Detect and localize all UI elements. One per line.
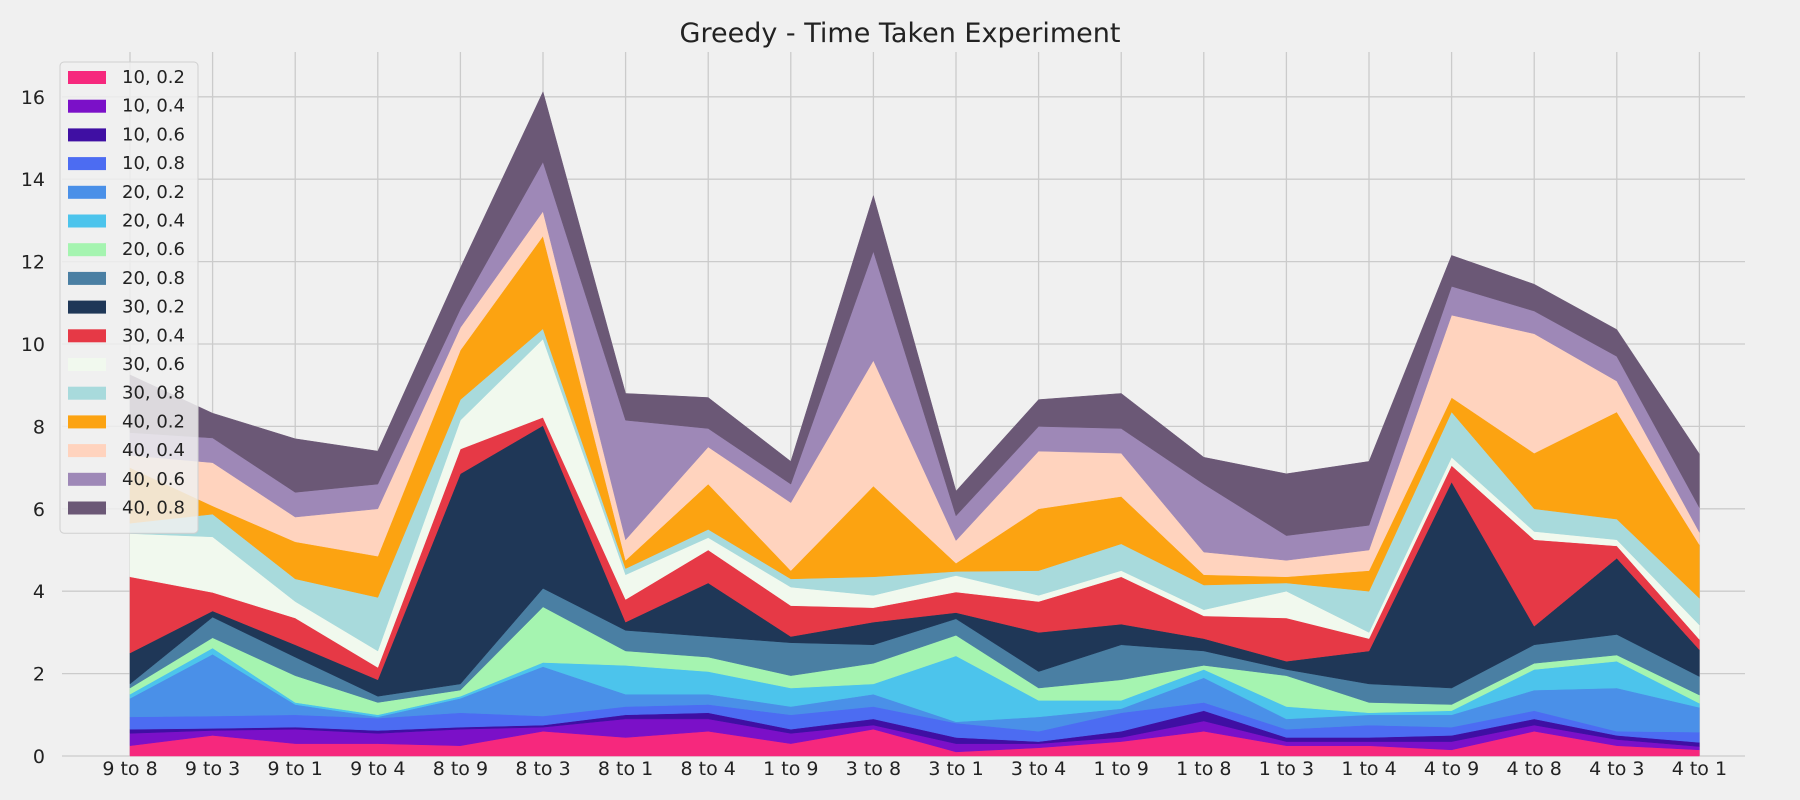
legend-swatch [68, 415, 106, 429]
legend-label: 30, 0.2 [122, 297, 185, 318]
x-tick-label: 9 to 3 [185, 758, 240, 780]
legend-swatch [68, 472, 106, 486]
legend-label: 10, 0.2 [122, 67, 185, 88]
legend-swatch [68, 243, 106, 257]
x-tick-label: 9 to 4 [350, 758, 405, 780]
y-tick-label: 4 [33, 581, 45, 603]
legend-swatch [68, 185, 106, 199]
y-tick-label: 6 [33, 499, 45, 521]
legend-label: 20, 0.4 [122, 211, 185, 232]
y-tick-label: 14 [21, 169, 45, 191]
legend-swatch [68, 386, 106, 400]
y-tick-label: 10 [21, 334, 45, 356]
x-tick-label: 4 to 9 [1424, 758, 1479, 780]
y-tick-label: 16 [21, 87, 45, 109]
legend-swatch [68, 71, 106, 84]
x-tick-label: 1 to 8 [1176, 758, 1231, 780]
x-tick-label: 8 to 9 [433, 758, 488, 780]
legend-swatch [68, 128, 106, 142]
legend-label: 10, 0.8 [122, 153, 185, 174]
legend-label: 30, 0.8 [122, 383, 185, 404]
x-tick-label: 3 to 1 [928, 758, 983, 780]
legend-swatch [68, 444, 106, 458]
legend-swatch [68, 99, 106, 113]
x-tick-label: 1 to 3 [1259, 758, 1314, 780]
x-tick-label: 3 to 8 [846, 758, 901, 780]
chart-title: Greedy - Time Taken Experiment [680, 18, 1121, 49]
legend-label: 20, 0.2 [122, 182, 185, 203]
y-tick-label: 0 [33, 746, 45, 768]
legend-label: 20, 0.6 [122, 239, 185, 260]
legend-label: 10, 0.4 [122, 96, 185, 117]
x-tick-label: 4 to 8 [1507, 758, 1562, 780]
y-tick-label: 12 [21, 252, 45, 274]
x-tick-label: 9 to 1 [268, 758, 323, 780]
legend-label: 30, 0.6 [122, 354, 185, 375]
area-series-15 [129, 91, 1700, 536]
y-axis-tick-labels: 0 2 4 6 8 10 12 14 16 [21, 87, 45, 768]
legend-label: 40, 0.2 [122, 411, 185, 432]
x-axis-tick-labels: 9 to 8 9 to 3 9 to 1 9 to 4 8 to 9 8 to 3 8 to… [102, 758, 1727, 780]
x-tick-label: 8 to 1 [598, 758, 653, 780]
legend-swatch [68, 501, 106, 515]
legend-swatch [68, 271, 106, 285]
x-tick-label: 1 to 4 [1341, 758, 1396, 780]
legend-label: 20, 0.8 [122, 268, 185, 289]
legend: 10, 0.2 10, 0.4 10, 0.6 10, 0.8 20, 0.2 20, 0… [59, 61, 199, 534]
legend-label: 40, 0.8 [122, 498, 185, 519]
legend-swatch [68, 157, 106, 171]
legend-swatch [68, 358, 106, 371]
x-tick-label: 4 to 3 [1589, 758, 1644, 780]
legend-label: 10, 0.6 [122, 124, 185, 145]
x-tick-label: 9 to 8 [102, 758, 157, 780]
legend-swatch [68, 300, 106, 314]
x-tick-label: 4 to 1 [1672, 758, 1727, 780]
x-tick-label: 1 to 9 [763, 758, 818, 780]
legend-label: 30, 0.4 [122, 325, 185, 346]
legend-label: 40, 0.4 [122, 440, 185, 461]
legend-label: 40, 0.6 [122, 469, 185, 490]
y-tick-label: 8 [33, 416, 45, 438]
legend-swatch [68, 329, 106, 343]
x-tick-label: 1 to 9 [1094, 758, 1149, 780]
x-tick-label: 8 to 3 [515, 758, 570, 780]
legend-swatch [68, 214, 106, 228]
x-tick-label: 3 to 4 [1011, 758, 1066, 780]
x-tick-label: 8 to 4 [681, 758, 736, 780]
y-tick-label: 2 [33, 664, 45, 686]
area-layers [129, 91, 1700, 757]
